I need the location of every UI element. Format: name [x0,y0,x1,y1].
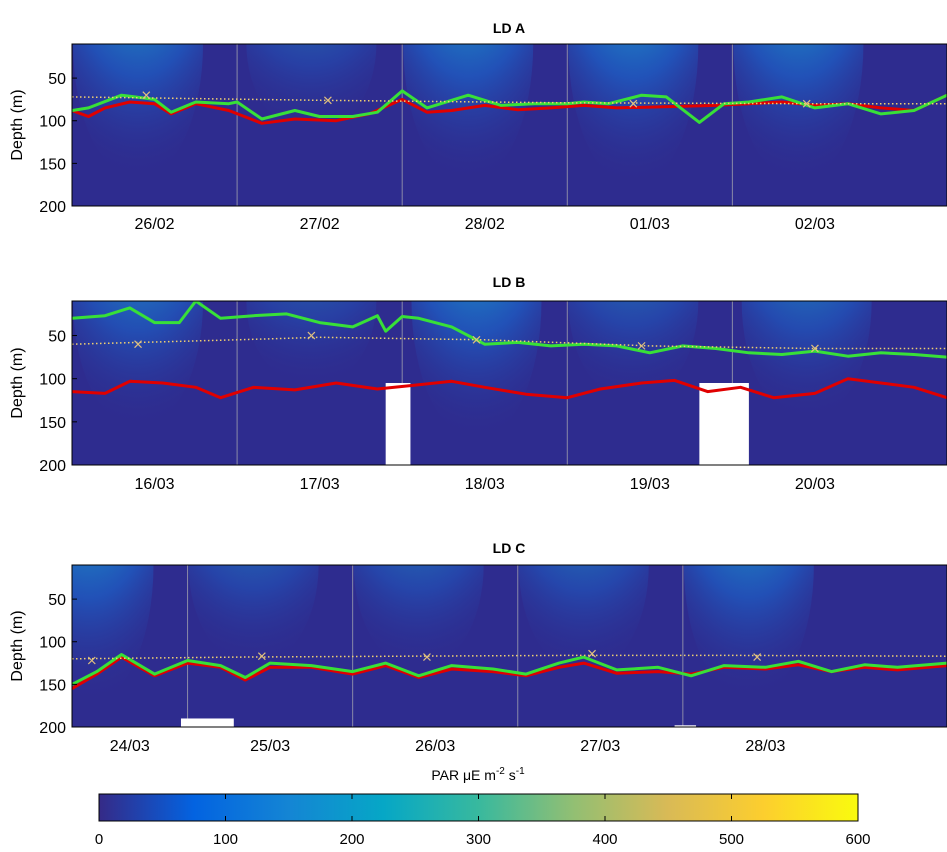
x-tick-label: 27/02 [300,216,340,233]
panel-frame [71,564,947,728]
y-axis-label: Depth (m) [9,89,26,160]
x-tick-label: 01/03 [630,216,670,233]
y-tick-label: 200 [39,458,66,475]
y-tick-label: 150 [39,677,66,694]
marker-x [423,653,431,662]
colorbar-tick-label: 500 [719,831,744,848]
light-glow [741,301,872,421]
light-glow [246,44,377,134]
y-tick-label: 50 [48,592,66,609]
y-axis-label: Depth (m) [9,610,26,681]
x-tick-label: 27/03 [580,738,620,755]
x-tick-label: 19/03 [630,476,670,493]
x-tick-label: 28/02 [465,216,505,233]
colorbar-tick-label: 400 [592,831,617,848]
x-tick-label: 17/03 [300,476,340,493]
marker-x [472,335,481,344]
marker-x [811,344,819,353]
light-glow [403,44,534,183]
marker-x [629,99,638,108]
colorbar-tick-label: 0 [95,831,103,848]
series-green-line [72,301,947,359]
series-red-line [72,655,947,690]
panel-ld-c: LD C 50 100 150 200 Depth (m) 24/03 25/03 26/03 2… [9,540,947,755]
colorbar-label: PAR μE m-2 s-1 [431,766,525,783]
x-tick-label: 25/03 [250,738,290,755]
series-red-line [72,377,947,400]
heatmap-area [72,301,947,465]
panels: LD A 50 100 150 200 Depth (m) 26/02 27/02 28/02 0… [9,20,947,755]
x-tick-label: 26/03 [415,738,455,755]
light-glow [411,301,542,440]
colorbar-tick-label: 600 [845,831,870,848]
x-tick-label: 28/03 [745,738,785,755]
light-glow [188,565,319,667]
panel-title: LD B [493,274,526,290]
x-tick-label: 18/03 [465,476,505,493]
series-dotted-line [72,96,947,105]
panel-frame [71,300,947,466]
marker-x [142,91,151,100]
marker-x [307,331,316,340]
y-tick-label: 50 [48,329,66,346]
y-tick-label: 100 [39,372,66,389]
marker-x [134,340,142,349]
panel-title: LD A [493,20,525,36]
marker-x [637,341,646,350]
series-green-line [72,89,947,124]
light-glow [72,565,154,704]
y-tick-label: 200 [39,199,66,216]
panel-frame [71,43,947,207]
y-tick-label: 150 [39,415,66,432]
colorbar-tick-label: 100 [213,831,238,848]
colorbar-tick-label: 300 [466,831,491,848]
marker-x [588,649,596,658]
light-glow [353,565,484,670]
y-tick-label: 150 [39,156,66,173]
panel-title: LD C [493,540,526,556]
heatmap-area [72,44,947,206]
series-dotted-line [72,336,947,350]
data-gap [699,383,749,465]
panel-ld-b: LD B 50 100 150 200 Depth (m) 16/03 17/03 18/03 1… [9,274,947,493]
light-glow [568,301,699,403]
light-glow [733,44,864,183]
series-green-line [72,653,947,686]
colorbar: PAR μE m-2 s-1 0 100 200 300 400 500 600 [95,766,871,848]
marker-x [257,652,266,661]
marker-x [323,96,332,105]
light-glow [73,44,204,179]
series-dotted-line [72,654,947,660]
data-gap [385,383,411,465]
x-tick-label: 20/03 [795,476,835,493]
x-tick-label: 02/03 [795,216,835,233]
data-gap [180,718,234,727]
data-gap [674,725,697,727]
colorbar-tick-label: 200 [339,831,364,848]
light-glow [246,301,377,388]
marker-x [87,656,96,665]
light-glow [568,44,699,187]
x-tick-label: 24/03 [110,738,150,755]
y-tick-label: 100 [39,635,66,652]
y-tick-label: 200 [39,720,66,737]
light-glow [73,301,204,429]
y-tick-label: 50 [48,71,66,88]
light-glow [518,565,649,674]
marker-x [753,653,762,662]
y-axis-label: Depth (m) [9,347,26,418]
y-tick-label: 100 [39,114,66,131]
x-tick-label: 26/02 [135,216,175,233]
panel-ld-a: LD A 50 100 150 200 Depth (m) 26/02 27/02 28/02 0… [9,20,947,233]
marker-x [802,99,811,108]
series-red-line [72,93,947,125]
heatmap-area [72,565,947,727]
x-tick-label: 16/03 [135,476,175,493]
